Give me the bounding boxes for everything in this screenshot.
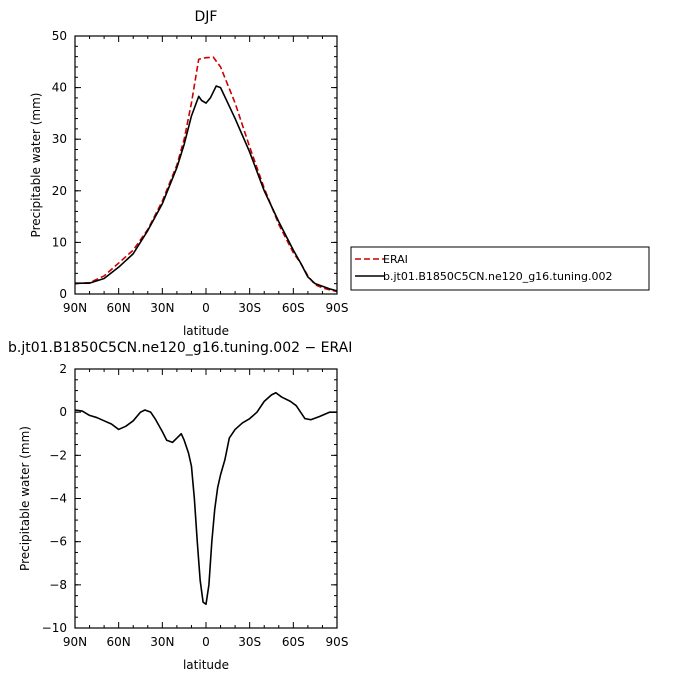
legend-label: b.jt01.B1850C5CN.ne120_g16.tuning.002	[383, 270, 612, 283]
y-axis-label: Precipitable water (mm)	[29, 93, 43, 238]
legend-box	[350, 246, 650, 291]
y-tick-label: 10	[52, 235, 67, 249]
y-tick-label: 2	[59, 362, 67, 376]
chart-panel-2: b.jt01.B1850C5CN.ne120_g16.tuning.002 − …	[8, 340, 352, 672]
x-tick-label: 30S	[238, 635, 261, 649]
x-tick-label: 30N	[150, 301, 174, 315]
series-line-b-jt01-b1850c5cn-ne120-g16-tuning-002	[75, 85, 338, 292]
x-tick-label: 0	[202, 301, 210, 315]
y-tick-label: 20	[52, 184, 67, 198]
x-axis-label: latitude	[183, 324, 229, 338]
y-tick-label: −8	[49, 578, 67, 592]
series-line-difference	[74, 391, 337, 606]
x-tick-label: 30N	[150, 635, 174, 649]
y-tick-label: 0	[59, 287, 67, 301]
y-tick-label: −4	[49, 492, 67, 506]
y-tick-label: 0	[59, 405, 67, 419]
chart-title: b.jt01.B1850C5CN.ne120_g16.tuning.002 − …	[8, 340, 352, 356]
y-tick-label: 30	[52, 132, 67, 146]
x-tick-label: 90N	[63, 301, 87, 315]
x-tick-label: 60S	[282, 635, 305, 649]
x-tick-label: 90S	[326, 635, 349, 649]
x-tick-label: 60S	[282, 301, 305, 315]
y-tick-label: −2	[49, 448, 67, 462]
y-tick-label: −10	[42, 621, 67, 635]
x-tick-label: 30S	[238, 301, 261, 315]
x-tick-label: 90N	[63, 635, 87, 649]
y-tick-label: 50	[52, 29, 67, 43]
y-axis-label: Precipitable water (mm)	[18, 426, 32, 571]
legend: ERAI b.jt01.B1850C5CN.ne120_g16.tuning.00…	[350, 246, 650, 291]
x-axis-label: latitude	[183, 658, 229, 672]
x-tick-label: 60N	[107, 635, 131, 649]
y-tick-label: −6	[49, 535, 67, 549]
x-tick-label: 60N	[107, 301, 131, 315]
x-tick-label: 0	[202, 635, 210, 649]
plot-frame	[74, 35, 338, 295]
chart-title: DJF	[195, 9, 218, 25]
y-tick-label: 40	[52, 81, 67, 95]
x-tick-label: 90S	[326, 301, 349, 315]
legend-label: ERAI	[383, 253, 408, 266]
chart-panel-1: DJF 90N 60N 30N 0 30S 60S 90S 0 10 20 30 40 50 latitud…	[29, 9, 650, 338]
